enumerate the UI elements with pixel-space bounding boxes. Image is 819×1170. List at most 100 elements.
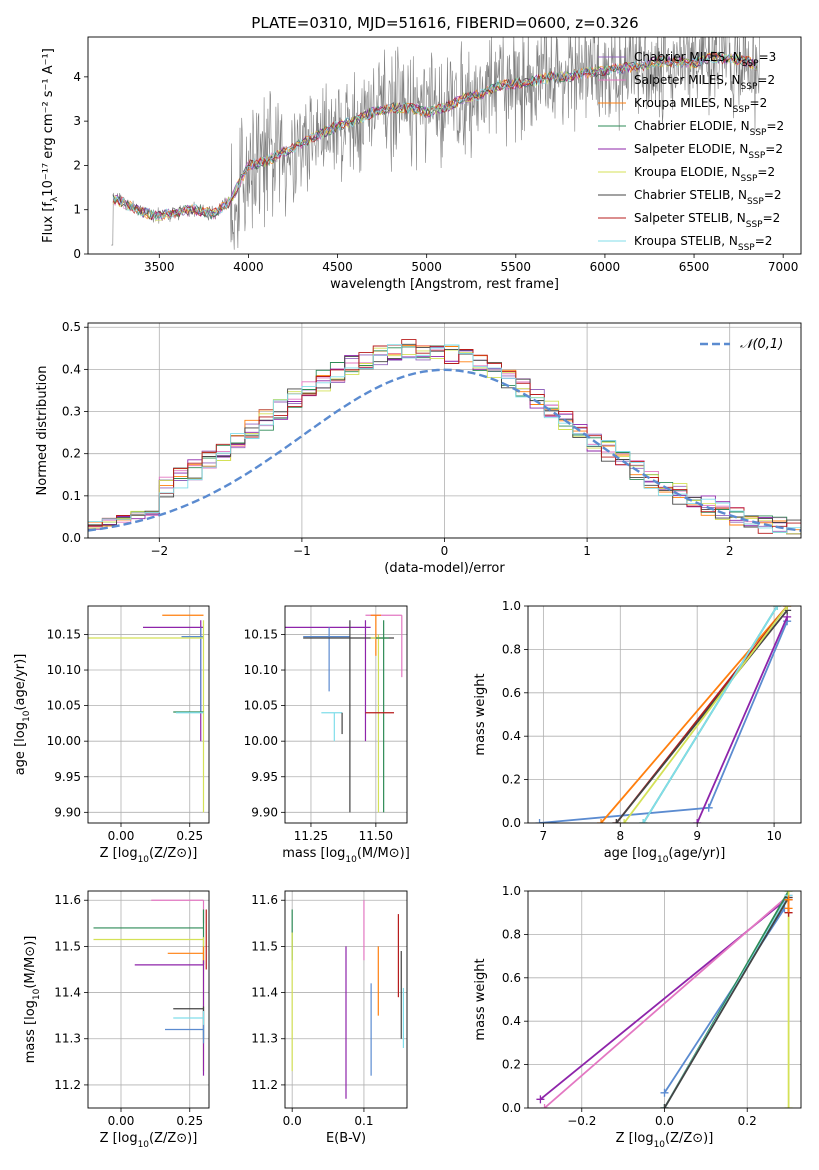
legend-entry-sub: SSP — [747, 197, 764, 207]
y-tick-label: 0.5 — [62, 320, 81, 334]
x-tick-label: 0.1 — [354, 1114, 373, 1128]
cumulative-line-1 — [543, 894, 790, 1108]
y-tick-label: 0.4 — [502, 1014, 521, 1028]
axes-frame — [527, 605, 802, 824]
x-tick-label: −2 — [150, 544, 168, 558]
cumulative-marker — [784, 891, 793, 895]
x-axis-label: E(B-V) — [326, 1131, 366, 1146]
cumulative-marker — [540, 1104, 549, 1108]
legend-entry-rest: =3 — [759, 50, 777, 64]
y-tick-label: 0.8 — [502, 927, 521, 941]
legend-entry: Salpeter MILES, NSSP=2 — [634, 73, 775, 92]
y-tick-label: 11.2 — [54, 1078, 81, 1092]
legend-entry: Kroupa ELODIE, NSSP=2 — [634, 165, 775, 184]
cumulative-marker — [783, 606, 792, 610]
cumulative-line-2 — [600, 606, 788, 823]
legend-entry-rest: =2 — [755, 234, 773, 248]
legend-entry: Chabrier STELIB, NSSP=2 — [634, 188, 782, 207]
model-line-6 — [112, 51, 758, 220]
axes-frame — [87, 605, 210, 824]
y-axis-label: mass weight — [473, 673, 488, 755]
y-tick-label: 0.4 — [502, 729, 521, 743]
legend-entry: Kroupa STELIB, NSSP=2 — [634, 234, 772, 253]
plot-area-mass_ebv — [285, 891, 407, 1108]
x-tick-label: 3500 — [144, 260, 175, 274]
y-axis-label: Flux [fλ10⁻¹⁷ erg cm⁻² s⁻¹ A⁻¹] — [41, 48, 60, 243]
legend-entry-sub: SSP — [741, 174, 758, 184]
model-line-4 — [112, 54, 758, 221]
legend-entry-main: Salpeter MILES, N — [634, 73, 741, 87]
x-tick-label: −1 — [293, 544, 311, 558]
legend-entry-rest: =2 — [765, 142, 783, 156]
y-tick-label: 0.1 — [62, 489, 81, 503]
x-axis-label: Z [log10(Z/Z⊙)] — [100, 1131, 198, 1150]
y-axis-label-main: mass [log — [23, 1000, 38, 1063]
legend-entry-sub: SSP — [748, 151, 765, 161]
y-tick-label: 11.5 — [54, 939, 81, 953]
y-tick-label: 9.90 — [251, 805, 278, 819]
y-tick-label: 9.95 — [251, 770, 278, 784]
plot-area-spectrum — [111, 37, 760, 250]
legend-entry-main: Chabrier MILES, N — [634, 50, 742, 64]
axes-frame — [87, 890, 210, 1109]
x-tick-label: 6000 — [590, 260, 621, 274]
cumulative-line-1 — [696, 616, 789, 823]
y-tick-label: 0.0 — [62, 531, 81, 545]
plot-area-cum_age — [528, 606, 801, 823]
x-axis-label: age [log10(age/yr)] — [604, 846, 726, 865]
y-tick-label: 0.8 — [502, 642, 521, 656]
x-tick-label: 4000 — [233, 260, 264, 274]
legend-entry-main: Kroupa ELODIE, N — [634, 165, 741, 179]
legend-entry: Kroupa MILES, NSSP=2 — [634, 96, 767, 115]
cumulative-marker — [704, 803, 713, 812]
x-tick-label: 9 — [693, 829, 701, 843]
legend-entry-rest: =2 — [750, 96, 768, 110]
x-axis-label-main: Z [log — [616, 1131, 654, 1146]
legend-entry-main: Chabrier ELODIE, N — [634, 119, 750, 133]
y-tick-label: 3 — [73, 114, 81, 128]
axes-frame — [284, 890, 408, 1109]
x-tick-label: 0.00 — [108, 1114, 135, 1128]
cumulative-line-5 — [623, 606, 788, 823]
y-tick-label: 11.3 — [54, 1032, 81, 1046]
y-axis-label-rest: (age/yr)] — [13, 654, 28, 711]
y-axis-label-main: age [log — [13, 722, 28, 775]
x-tick-label: 0 — [441, 544, 449, 558]
panel-residuals: −2 −1 0 1 2 0.0 0.1 0.2 0.3 0.4 0.5 (data-model)/er… — [35, 320, 802, 576]
x-axis-label: Z [log10(Z/Z⊙)] — [616, 1131, 714, 1150]
legend-entry-sub: SSP — [750, 128, 767, 138]
legend-entry-main: Kroupa MILES, N — [634, 96, 733, 110]
cumulative-marker — [620, 819, 629, 823]
x-tick-label: 0.2 — [738, 1114, 757, 1128]
y-tick-label: 0.2 — [62, 447, 81, 461]
x-axis-label-main: Z [log — [100, 1131, 138, 1146]
histogram-step-7 — [88, 339, 801, 534]
x-axis-label-main: wavelength [Angstrom, rest frame] — [330, 277, 559, 292]
x-axis-label-rest: (Z/Z⊙)] — [149, 846, 197, 861]
legend-entry-main: Salpeter STELIB, N — [634, 211, 746, 225]
x-axis-label-rest: (Z/Z⊙)] — [665, 1131, 713, 1146]
panel-spectrum: 3500 4000 4500 5000 5500 6000 6500 7000 0 1 2 3 4 wav… — [41, 14, 802, 292]
y-tick-label: 11.6 — [54, 893, 81, 907]
y-tick-label: 11.4 — [54, 986, 81, 1000]
x-axis-label: mass [log10(M/M⊙)] — [282, 846, 410, 865]
axes-frame — [87, 322, 802, 539]
y-axis-label: age [log10(age/yr)] — [13, 654, 32, 776]
legend-entry-main: Chabrier STELIB, N — [634, 188, 747, 202]
y-axis-label: Normed distribution — [35, 366, 50, 496]
x-axis-label-rest: (age/yr)] — [668, 846, 725, 861]
x-tick-label: 8 — [616, 829, 624, 843]
y-axis-label-main: mass weight — [473, 958, 488, 1040]
plot-area-cum_Z — [528, 891, 801, 1108]
legend-entry-rest: =2 — [757, 73, 775, 87]
y-tick-label: 10.15 — [244, 627, 278, 641]
y-axis-label: mass weight — [473, 958, 488, 1040]
y-axis-label: mass [log10(M/M⊙)] — [23, 936, 42, 1064]
legend-entry: Salpeter STELIB, NSSP=2 — [634, 211, 780, 230]
y-axis-label-main: mass weight — [473, 673, 488, 755]
y-tick-label: 10.00 — [244, 734, 278, 748]
cumulative-marker — [784, 1104, 793, 1108]
y-tick-label: 11.3 — [251, 1032, 278, 1046]
